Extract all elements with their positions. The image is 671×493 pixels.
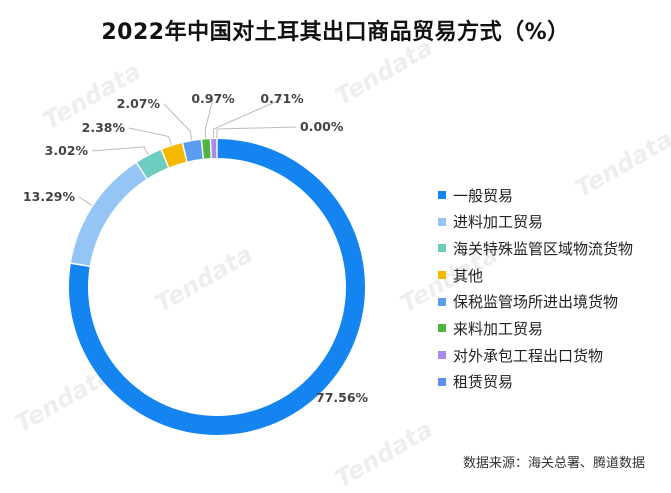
legend-label: 海关特殊监管区域物流货物: [453, 239, 634, 258]
data-label: 0.00%: [300, 119, 344, 134]
legend-item: 一般贸易: [438, 183, 668, 207]
data-labels: 77.56% 13.29% 3.02% 2.38% 2.07% 0.97% 0.71% 0.0…: [23, 91, 369, 405]
slice-7: [211, 139, 217, 159]
legend-item: 来料加工贸易: [438, 316, 668, 340]
legend-swatch: [438, 297, 446, 306]
leader-line: [204, 98, 214, 139]
leader-line: [78, 196, 93, 206]
slice-3: [137, 150, 168, 179]
leader-line: [128, 127, 172, 146]
chart-title: 2022年中国对土耳其出口商品贸易方式（%）: [101, 20, 570, 45]
legend-swatch: [438, 271, 446, 280]
data-label: 0.71%: [260, 91, 304, 106]
legend-item: 保税监管场所进出境货物: [438, 290, 668, 314]
legend-item: 进料加工贸易: [438, 210, 668, 234]
legend-label: 租赁贸易: [453, 373, 514, 392]
data-label: 2.07%: [117, 96, 161, 111]
data-label: 2.38%: [82, 120, 126, 135]
legend-swatch: [438, 324, 446, 333]
slice-4: [162, 143, 187, 168]
legend-label: 进料加工贸易: [453, 213, 544, 232]
donut-slices: [69, 139, 366, 436]
legend-label: 其他: [453, 266, 484, 285]
legend-swatch: [438, 244, 446, 253]
slice-5: [183, 139, 203, 162]
data-source-note: 数据来源：海关总署、腾道数据: [462, 456, 645, 471]
legend-swatch: [438, 351, 446, 360]
leader-line: [216, 126, 297, 138]
legend-item: 对外承包工程出口货物: [438, 343, 668, 367]
data-label: 3.02%: [45, 143, 89, 158]
legend-swatch: [438, 191, 446, 199]
legend-label: 对外承包工程出口货物: [453, 346, 604, 365]
legend-swatch: [438, 377, 446, 386]
data-label: 0.97%: [191, 91, 235, 106]
legend-item: 其他: [438, 263, 668, 287]
leader-line: [91, 146, 149, 156]
data-label: 13.29%: [23, 189, 76, 204]
legend-item: 海关特殊监管区域物流货物: [438, 236, 668, 260]
legend-swatch: [438, 217, 446, 226]
data-label: 77.56%: [316, 390, 369, 405]
legend-item: 租赁贸易: [438, 370, 668, 394]
legend: 一般贸易进料加工贸易海关特殊监管区域物流货物 其他保税监管场所进出境货物 来料加工贸…: [438, 183, 668, 397]
label-leader-lines: [78, 98, 297, 206]
leader-line: [163, 103, 193, 141]
legend-label: 来料加工贸易: [453, 319, 544, 338]
legend-label: 一般贸易: [453, 186, 514, 205]
slice-6: [202, 139, 211, 159]
leader-line: [212, 98, 283, 139]
slice-2: [71, 163, 147, 266]
legend-label: 保税监管场所进出境货物: [453, 293, 619, 312]
